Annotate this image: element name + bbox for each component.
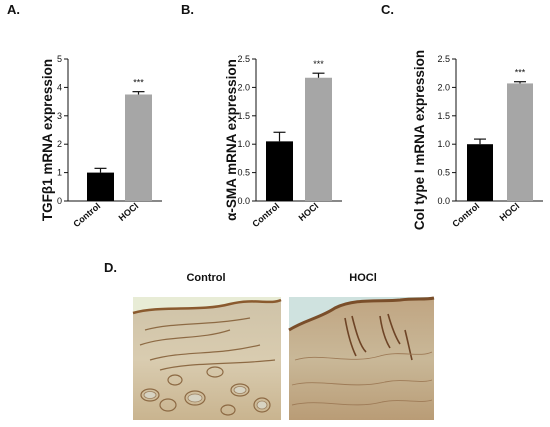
y-tick-label: 1.0 [437, 139, 450, 149]
y-tick-label: 0.0 [437, 196, 450, 206]
category-label: Control [71, 201, 102, 229]
y-axis-label: α-SMA mRNA expression [224, 59, 239, 221]
bar-hocl [305, 77, 332, 201]
y-tick-label: 3 [57, 111, 62, 121]
chart-panel-0: A. TGFβ1 mRNA expression 0 1 2 3 4 5 Control *** H… [7, 2, 162, 229]
bar-hocl [507, 83, 533, 201]
bar-control [467, 144, 493, 201]
bar-charts: A. TGFβ1 mRNA expression 0 1 2 3 4 5 Control *** H… [7, 2, 543, 230]
y-tick-label: 0.5 [237, 168, 250, 178]
histology-label-control: Control [186, 272, 225, 284]
y-axis-label: Col type I mRNA expression [412, 50, 427, 230]
y-tick-label: 0.5 [437, 168, 450, 178]
category-label: Control [450, 201, 481, 229]
significance-label: *** [133, 78, 144, 88]
y-tick-label: 1 [57, 168, 62, 178]
significance-label: *** [515, 68, 526, 78]
histology-image-hocl [288, 296, 435, 420]
panel-letter: A. [7, 2, 20, 17]
y-tick-label: 0 [57, 196, 62, 206]
y-tick-label: 5 [57, 54, 62, 64]
significance-label: *** [313, 59, 324, 69]
y-tick-label: 0.0 [237, 196, 250, 206]
chart-panel-2: C. Col type I mRNA expression 0.0 0.5 1.0 1.5… [381, 2, 543, 230]
y-tick-label: 2.0 [237, 82, 250, 92]
panel-letter-d: D. [104, 260, 117, 275]
bar-control [87, 172, 114, 201]
y-tick-label: 2 [57, 139, 62, 149]
y-tick-label: 1.0 [237, 139, 250, 149]
histology-image-control [132, 297, 282, 420]
category-label: HOCl [297, 201, 321, 223]
y-tick-label: 2.5 [237, 54, 250, 64]
category-label: HOCl [498, 201, 522, 223]
panel-letter: B. [181, 2, 194, 17]
category-label: Control [250, 201, 281, 229]
y-tick-label: 2.5 [437, 54, 450, 64]
panel-letter: C. [381, 2, 394, 17]
y-tick-label: 1.5 [237, 111, 250, 121]
histology-label-hocl: HOCl [349, 272, 377, 284]
y-tick-label: 1.5 [437, 111, 450, 121]
y-axis-label: TGFβ1 mRNA expression [40, 59, 55, 221]
bar-hocl [125, 94, 152, 201]
category-label: HOCl [117, 201, 141, 223]
bar-control [266, 141, 293, 201]
y-tick-label: 4 [57, 82, 62, 92]
y-tick-label: 2.0 [437, 82, 450, 92]
